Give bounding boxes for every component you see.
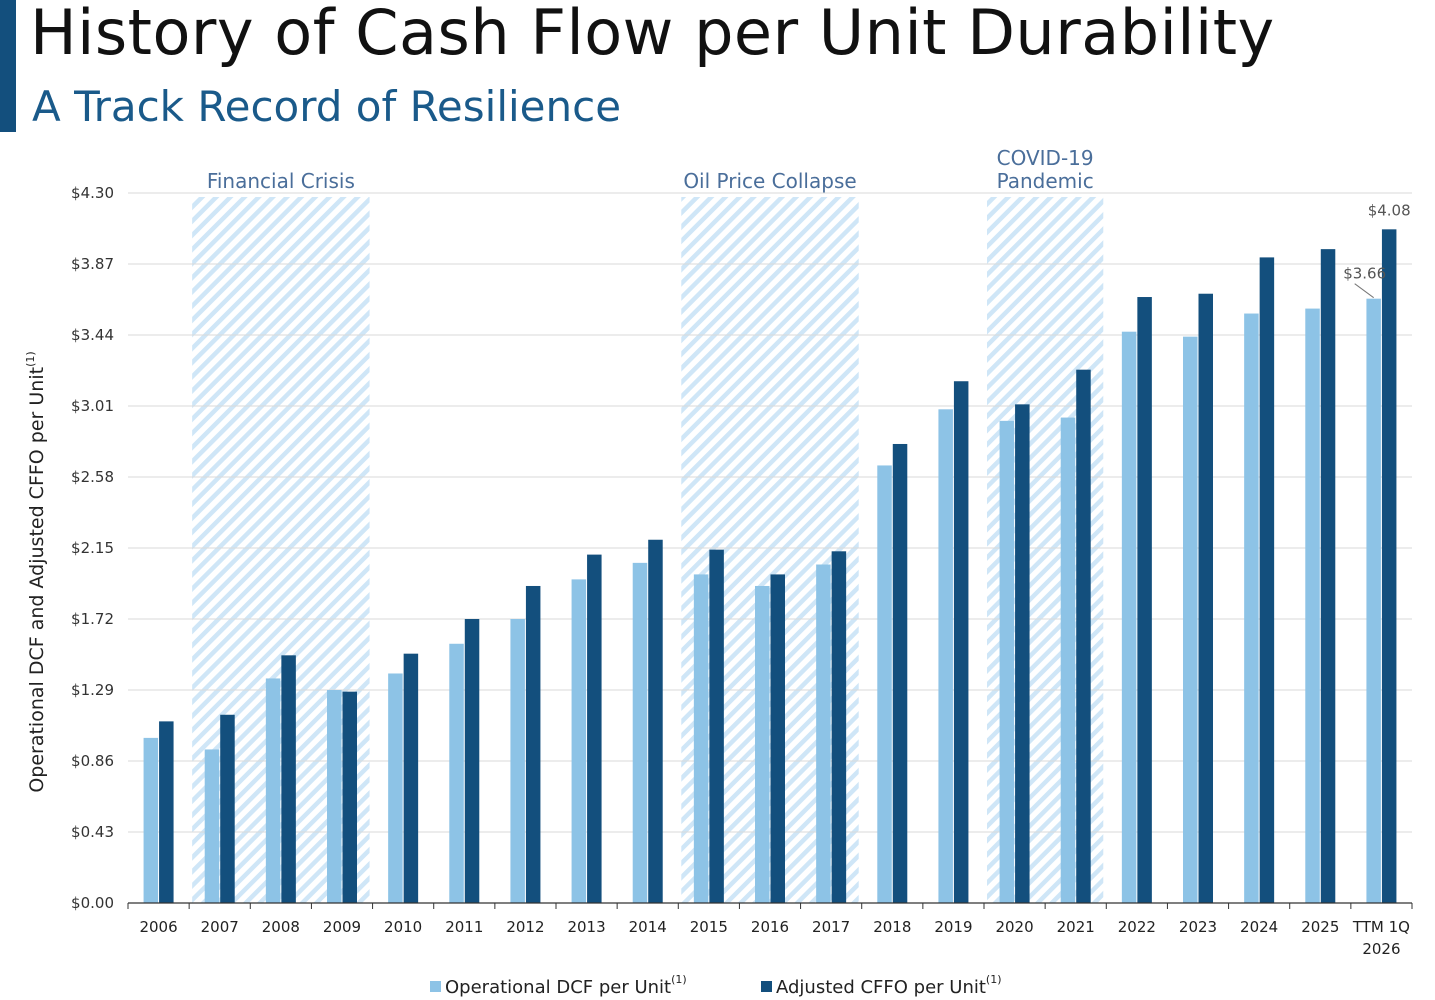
page-title: History of Cash Flow per Unit Durability [30,0,1275,69]
x-tick-label: 2006 [139,918,177,936]
shaded-period-label: Oil Price Collapse [683,169,856,193]
x-tick-label: 2024 [1240,918,1278,936]
y-tick-label: $3.01 [71,397,114,415]
bar-adjusted-cffo-13 [953,381,969,903]
y-axis-label-group: Operational DCF and Adjusted CFFO per Un… [24,351,48,792]
bar-operational-dcf-20 [1366,298,1381,903]
bar-adjusted-cffo-3 [342,691,357,903]
bar-operational-dcf-3 [327,690,342,903]
bar-adjusted-cffo-15 [1076,369,1091,903]
bar-operational-dcf-5 [449,643,464,903]
bar-adjusted-cffo-9 [709,549,724,903]
bar-operational-dcf-1 [204,749,220,903]
x-tick-label: 2014 [629,918,667,936]
x-tick-label: 2008 [262,918,300,936]
y-tick-label: $0.00 [71,894,114,912]
x-tick-label: 2020 [995,918,1033,936]
bar-adjusted-cffo-20 [1381,229,1397,904]
x-tick-label: 2013 [567,918,605,936]
data-label: $3.66 [1343,265,1386,283]
x-tick-label: 2012 [506,918,544,936]
x-tick-label: 2017 [812,918,850,936]
bar-operational-dcf-19 [1305,308,1320,903]
x-tick-label: 2011 [445,918,483,936]
bar-operational-dcf-9 [693,574,709,903]
bar-adjusted-cffo-14 [1015,404,1030,903]
x-tick-label: 2019 [934,918,972,936]
bar-adjusted-cffo-7 [587,554,602,903]
accent-bar [0,0,16,132]
y-tick-label: $2.15 [71,539,114,557]
legend-swatch [430,981,441,992]
bar-adjusted-cffo-16 [1137,297,1152,903]
bar-adjusted-cffo-2 [281,655,296,903]
bar-adjusted-cffo-6 [525,585,541,903]
y-tick-label: $0.86 [71,752,114,770]
x-tick-label: 2022 [1118,918,1156,936]
bar-operational-dcf-16 [1121,331,1137,904]
bar-operational-dcf-17 [1183,336,1198,904]
bar-operational-dcf-11 [816,564,831,903]
x-tick-label: 2025 [1301,918,1339,936]
shaded-period-label: Pandemic [997,169,1094,193]
x-tick-label: 2010 [384,918,422,936]
y-tick-label: $0.43 [71,823,114,841]
y-tick-labels: $0.00 $0.43 $0.86 $1.29 $1.72 $2.15 $2.58 $3.01… [71,184,114,912]
bar-adjusted-cffo-18 [1259,257,1275,903]
data-label: $4.08 [1368,201,1411,219]
bar-adjusted-cffo-5 [464,619,480,903]
x-axis [127,902,1413,909]
y-tick-label: $3.87 [71,255,114,273]
bar-adjusted-cffo-17 [1198,293,1213,903]
y-tick-label: $4.30 [71,184,114,202]
bar-adjusted-cffo-19 [1320,249,1336,904]
x-tick-label: TTM 1Q 2026 [1352,918,1410,958]
x-tick-labels: 2006 2007 2008 2009 2010 2011 2012 2013 2014 2015… [139,918,1410,958]
bar-adjusted-cffo-11 [831,551,847,903]
bar-adjusted-cffo-10 [770,574,785,903]
bar-operational-dcf-8 [632,562,648,903]
y-tick-label: $1.29 [71,681,114,699]
bar-adjusted-cffo-4 [403,653,419,903]
bar-operational-dcf-15 [1060,417,1076,903]
bar-operational-dcf-14 [999,420,1015,903]
data-label-leader [1354,283,1374,299]
legend-label: Operational DCF per Unit(1) [445,973,687,998]
bar-operational-dcf-0 [143,737,159,903]
legend-label: Adjusted CFFO per Unit(1) [776,973,1002,998]
bar-operational-dcf-13 [938,409,953,903]
x-tick-label: 2009 [323,918,361,936]
bar-operational-dcf-7 [571,579,587,903]
x-tick-label: 2018 [873,918,911,936]
legend-swatch [761,981,772,992]
x-tick-label: 2007 [201,918,239,936]
x-tick-label: 2016 [751,918,789,936]
y-tick-label: $3.44 [71,326,114,344]
bar-operational-dcf-6 [510,619,525,903]
bar-operational-dcf-12 [877,465,892,903]
y-axis-label: Operational DCF and Adjusted CFFO per Un… [24,351,48,792]
x-tick-label: 2015 [690,918,728,936]
x-tick-label: 2023 [1179,918,1217,936]
bar-adjusted-cffo-0 [159,721,174,903]
y-tick-label: $1.72 [71,610,114,628]
bar-operational-dcf-18 [1244,313,1259,903]
y-tick-label: $2.58 [71,468,114,486]
data-annotations: $4.08 $3.66 [1343,201,1411,299]
shaded-period-label: Financial Crisis [207,169,355,193]
x-tick-label: 2021 [1057,918,1095,936]
bar-operational-dcf-4 [388,673,403,903]
page-subtitle: A Track Record of Resilience [32,82,622,131]
bar-adjusted-cffo-1 [220,714,235,903]
bar-operational-dcf-10 [755,585,770,903]
gridlines [128,192,1412,833]
bar-adjusted-cffo-12 [892,443,908,903]
bar-adjusted-cffo-8 [648,539,663,903]
legend: Operational DCF per Unit(1) Adjusted CFFO… [430,973,1002,998]
bars [143,229,1397,904]
shaded-period-label: COVID-19 [997,146,1094,170]
bar-operational-dcf-2 [265,678,281,903]
